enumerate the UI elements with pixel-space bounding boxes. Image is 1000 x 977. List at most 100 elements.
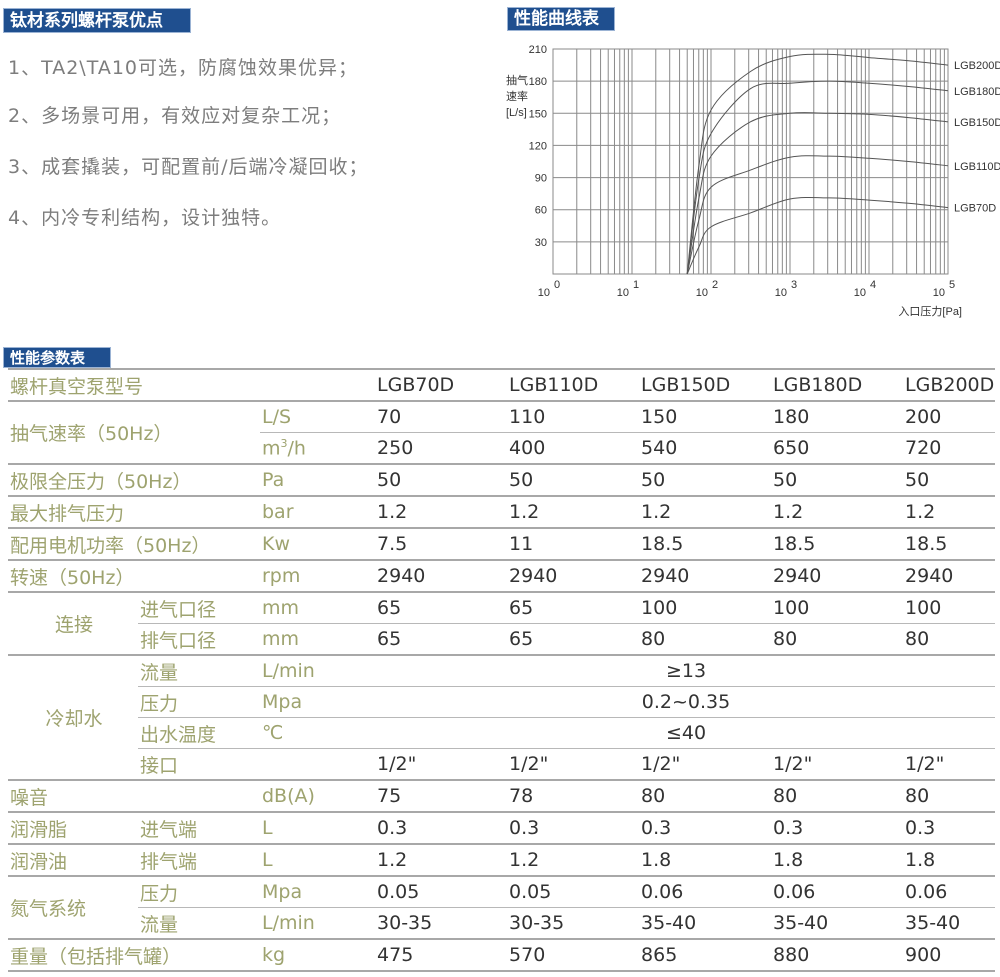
value-cell: 70 — [375, 401, 508, 433]
value-cell: 900 — [903, 939, 996, 972]
value-cell: 2940 — [375, 560, 508, 593]
y-tick-label: 120 — [529, 140, 547, 152]
value-cell: 1.2 — [507, 844, 640, 877]
advantage-item: 3、成套撬装，可配置前/后端冷凝回收； — [8, 156, 369, 178]
value-cell: 1/2" — [771, 748, 904, 781]
value-cell: 50 — [903, 464, 996, 497]
label-cell: mm — [260, 592, 376, 624]
value-cell: 0.06 — [771, 876, 904, 908]
value-cell: 0.06 — [903, 876, 996, 908]
value-cell: 100 — [771, 592, 904, 624]
label-cell: 氮气系统 — [8, 876, 138, 940]
value-cell: 1.2 — [771, 496, 904, 529]
value-cell: 78 — [507, 780, 640, 813]
series-label: LGB70D — [954, 203, 996, 215]
label-cell: 进气口径 — [138, 592, 260, 624]
value-cell: 7.5 — [375, 528, 508, 561]
table-row: 连接 进气口径 mm 65 65 100 100 100 — [8, 592, 996, 656]
value-cell: ≤40 — [375, 717, 996, 749]
value-cell: 80 — [903, 780, 996, 813]
table-row: 氮气系统 压力 Mpa 0.05 0.05 0.06 0.06 0.06 — [8, 876, 996, 940]
label-cell: kg — [260, 939, 376, 972]
label-cell: 极限全压力（50Hz） — [8, 464, 260, 497]
value-cell: 400 — [507, 432, 640, 465]
label-cell: 排气口径 — [138, 623, 260, 656]
value-cell: 80 — [771, 780, 904, 813]
value-cell: 1.2 — [507, 496, 640, 529]
label-cell: Mpa — [260, 686, 376, 718]
series-curve-lgb200d — [686, 53, 949, 275]
series-curve-lgb180d — [686, 80, 949, 275]
series-label: LGB110D — [954, 161, 1000, 173]
value-cell: 2940 — [903, 560, 996, 593]
value-cell: 200 — [903, 401, 996, 433]
value-cell: 1/2" — [507, 748, 640, 781]
label-cell: 出水温度 — [138, 717, 260, 749]
value-cell: 1.2 — [903, 496, 996, 529]
x-tick-exponent: 2 — [712, 279, 718, 291]
value-cell: 250 — [375, 432, 508, 465]
value-cell: 0.06 — [639, 876, 772, 908]
value-cell: 65 — [507, 592, 640, 624]
label-cell: ℃ — [260, 717, 376, 749]
label-cell: 流量 — [138, 655, 260, 687]
label-cell: 接口 — [138, 748, 260, 781]
value-cell: 0.3 — [375, 812, 508, 845]
table-row: 最大排气压力 bar 1.2 1.2 1.2 1.2 1.2 — [8, 496, 996, 529]
value-cell: 1/2" — [375, 748, 508, 781]
table-row: 重量（包括排气罐） kg 475 570 865 880 900 — [8, 939, 996, 972]
y-tick-label: 180 — [529, 76, 547, 88]
table-title: 性能参数表 — [3, 347, 111, 368]
value-cell: 50 — [639, 464, 772, 497]
value-cell: 0.3 — [507, 812, 640, 845]
value-cell: 0.3 — [639, 812, 772, 845]
label-cell: L/S — [260, 401, 376, 433]
y-tick-label: 60 — [535, 205, 547, 217]
value-cell: 50 — [771, 464, 904, 497]
value-cell: 35-40 — [771, 907, 904, 940]
x-tick-label: 10 — [933, 287, 945, 299]
y-axis-label: 速率 — [506, 89, 528, 103]
value-cell: 475 — [375, 939, 508, 972]
label-cell: 转速（50Hz） — [8, 560, 260, 593]
x-axis-label: 入口压力[Pa] — [898, 305, 962, 318]
value-cell: 18.5 — [639, 528, 772, 561]
label-cell: Mpa — [260, 876, 376, 908]
label-cell: bar — [260, 496, 376, 529]
value-cell: 35-40 — [639, 907, 772, 940]
label-cell: m3/h — [260, 432, 376, 465]
plot-frame — [552, 48, 949, 275]
value-cell: 80 — [639, 623, 772, 656]
advantage-item: 4、内冷专利结构，设计独特。 — [8, 207, 282, 229]
value-cell: 1.8 — [639, 844, 772, 877]
advantage-item: 2、多场景可用，有效应对复杂工况； — [8, 105, 342, 127]
label-cell: 噪音 — [8, 780, 260, 813]
table-row: 配用电机功率（50Hz） Kw 7.5 11 18.5 18.5 18.5 — [8, 528, 996, 561]
table-row: 螺杆真空泵型号 LGB70D LGB110D LGB150D LGB180D LGB200… — [8, 369, 996, 402]
table-row: 压力 Mpa 0.2~0.35 — [8, 686, 996, 718]
value-cell: 0.05 — [507, 876, 640, 908]
label-cell: L — [260, 844, 376, 877]
value-cell: 880 — [771, 939, 904, 972]
value-cell: 35-40 — [903, 907, 996, 940]
value-cell: 30-35 — [507, 907, 640, 940]
value-cell: 65 — [507, 623, 640, 656]
advantage-item: 1、TA2\TA10可选，防腐蚀效果优异； — [8, 57, 359, 79]
x-tick-label: 10 — [617, 287, 629, 299]
table-row: 接口 1/2" 1/2" 1/2" 1/2" 1/2" — [8, 748, 996, 781]
label-cell: 抽气速率（50Hz） — [8, 401, 260, 465]
label-cell: 重量（包括排气罐） — [8, 939, 260, 972]
x-tick-exponent: 3 — [791, 279, 797, 291]
label-cell: dB(A) — [260, 780, 376, 813]
table-row: 噪音 dB(A) 75 78 80 80 80 — [8, 780, 996, 813]
value-cell: 11 — [507, 528, 640, 561]
label-cell: 压力 — [138, 876, 260, 908]
series-label: LGB200D — [954, 60, 1000, 72]
table-row: 转速（50Hz） rpm 2940 2940 2940 2940 2940 — [8, 560, 996, 593]
label-cell: 压力 — [138, 686, 260, 718]
x-tick-exponent: 5 — [949, 279, 955, 291]
value-cell: 1.8 — [771, 844, 904, 877]
value-cell: 65 — [375, 623, 508, 656]
value-cell: LGB200D — [903, 369, 996, 402]
series-label: LGB180D — [954, 86, 1000, 98]
